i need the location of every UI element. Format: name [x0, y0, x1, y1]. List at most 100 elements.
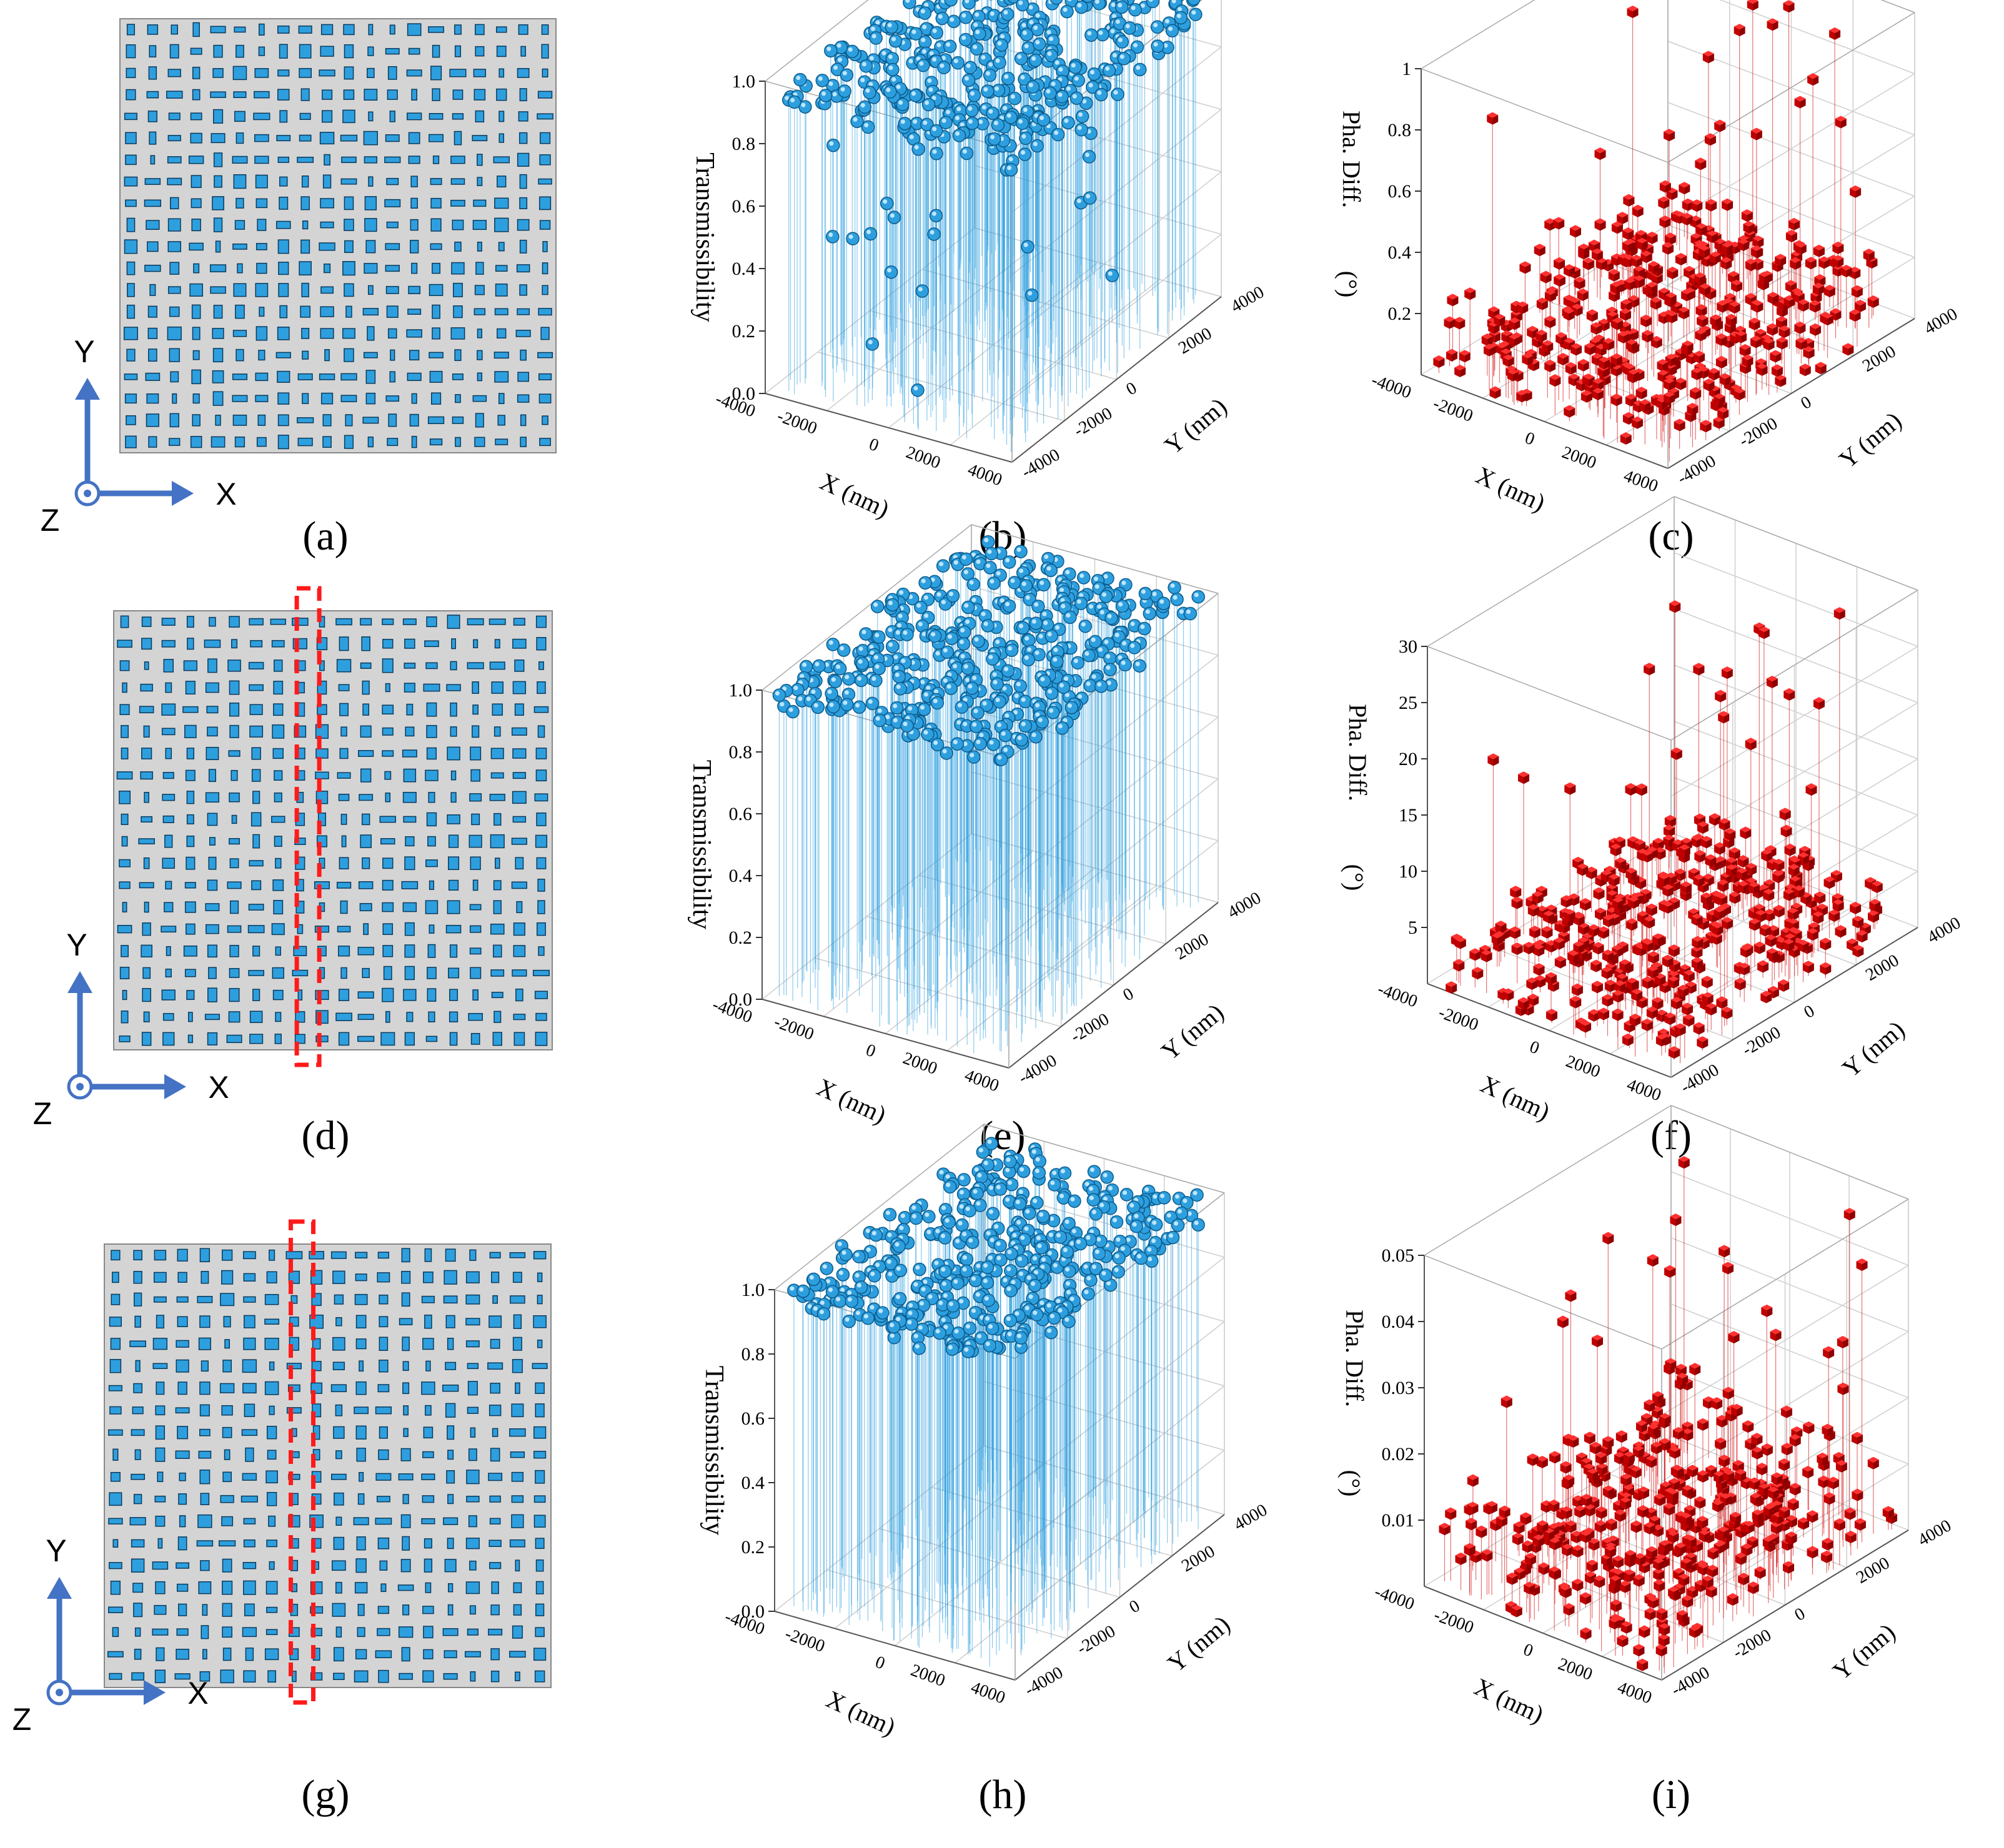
data-point-highlight: [908, 59, 913, 64]
z-tick-label: 1.0: [729, 680, 753, 701]
data-point-highlight: [1153, 42, 1158, 47]
nanopillar: [232, 330, 247, 337]
nanopillar: [465, 1340, 480, 1348]
data-point-left: [1553, 220, 1559, 230]
nanopillar: [179, 1515, 186, 1528]
nanopillar: [146, 220, 160, 230]
data-point-left: [1705, 202, 1712, 212]
nanopillar: [518, 24, 528, 35]
nanopillar: [213, 44, 223, 58]
nanopillar: [119, 966, 130, 979]
nanopillar: [513, 1582, 522, 1593]
nanopillar: [229, 988, 240, 1002]
nanopillar: [265, 1470, 278, 1484]
nanopillar: [404, 663, 416, 669]
nanopillar: [404, 922, 415, 936]
nanopillar: [255, 243, 267, 250]
nanopillar: [338, 793, 350, 801]
data-point-left: [1627, 8, 1633, 19]
nanopillar: [492, 1428, 499, 1437]
data-point-highlight: [931, 632, 936, 637]
nanopillar: [344, 348, 354, 362]
nanopillar: [406, 329, 422, 338]
data-point-highlight: [990, 11, 995, 16]
nanopillar: [183, 945, 197, 957]
data-point-highlight: [981, 105, 986, 110]
nanopillar: [491, 992, 503, 999]
data-point-highlight: [975, 29, 980, 34]
nanopillar: [209, 264, 227, 272]
data-point-highlight: [1021, 22, 1026, 27]
data-point-left: [1509, 320, 1515, 330]
nanopillar: [133, 1494, 142, 1505]
data-point-left: [1750, 131, 1757, 141]
nanopillar: [319, 132, 335, 145]
nanopillar: [445, 1403, 456, 1418]
nanopillar: [536, 922, 546, 936]
data-point-highlight: [853, 117, 858, 122]
x-tick-label: 0: [1522, 428, 1537, 450]
nanopillar: [469, 834, 482, 848]
data-point-right: [1710, 136, 1716, 146]
nanopillar: [355, 1381, 367, 1395]
data-point-left: [1631, 419, 1637, 429]
nanopillar: [321, 89, 333, 100]
nanopillar: [197, 1514, 212, 1528]
data-point-highlight: [973, 22, 978, 27]
data-point-right: [1752, 1, 1758, 11]
data-point: [959, 552, 973, 566]
nanopillar: [384, 771, 392, 780]
nanopillar: [254, 68, 269, 78]
nanopillar: [148, 436, 157, 448]
nanopillar: [335, 1581, 342, 1594]
nanopillar: [450, 726, 457, 737]
nanopillar: [122, 682, 127, 693]
nanopillar: [119, 881, 131, 889]
nanopillar: [298, 25, 312, 34]
data-point-highlight: [1021, 134, 1026, 139]
data-point-right: [1777, 367, 1783, 377]
nanopillar: [335, 1404, 343, 1416]
nanopillar: [447, 900, 460, 914]
nanopillar: [212, 68, 224, 78]
data-point-right: [1514, 320, 1520, 330]
data-point-right: [1655, 300, 1662, 310]
nanopillar: [422, 1338, 434, 1350]
data-point-left: [1794, 98, 1800, 109]
nanopillar: [455, 437, 461, 447]
data-point-right: [1534, 361, 1540, 372]
nanopillar: [470, 769, 480, 782]
data-point-highlight: [1023, 242, 1028, 247]
data-point-highlight: [1034, 113, 1039, 118]
nanopillar: [384, 156, 401, 164]
nanopillar: [109, 1359, 122, 1373]
nanopillar: [177, 1248, 188, 1262]
data-point-left: [1666, 313, 1672, 324]
nanopillar: [199, 1315, 211, 1328]
data-point-highlight: [1019, 568, 1024, 573]
data-point: [916, 58, 930, 72]
nanopillar: [177, 1272, 187, 1283]
nanopillar: [297, 156, 314, 163]
nanopillar: [191, 369, 201, 385]
data-point-highlight: [833, 65, 838, 70]
nanopillar: [495, 26, 507, 33]
nanopillar: [234, 220, 246, 230]
nanopillar: [208, 967, 217, 979]
nanopillar: [108, 1385, 122, 1391]
nanopillar: [121, 748, 129, 759]
y-arrowhead: [75, 378, 100, 400]
nanopillar: [233, 283, 247, 297]
nanopillar: [330, 1384, 347, 1393]
data-point-left: [1588, 242, 1594, 252]
z-tick-label: 0.8: [732, 134, 756, 154]
data-point-highlight: [1044, 554, 1049, 559]
nanopillar: [245, 1447, 254, 1462]
data-point-left: [1610, 367, 1617, 377]
axis-y: [1008, 902, 1219, 1069]
data-point: [1150, 20, 1164, 34]
data-point-highlight: [1024, 44, 1029, 49]
nanopillar: [193, 263, 200, 274]
nanopillar: [513, 1314, 522, 1329]
y-label: Y: [66, 927, 87, 962]
